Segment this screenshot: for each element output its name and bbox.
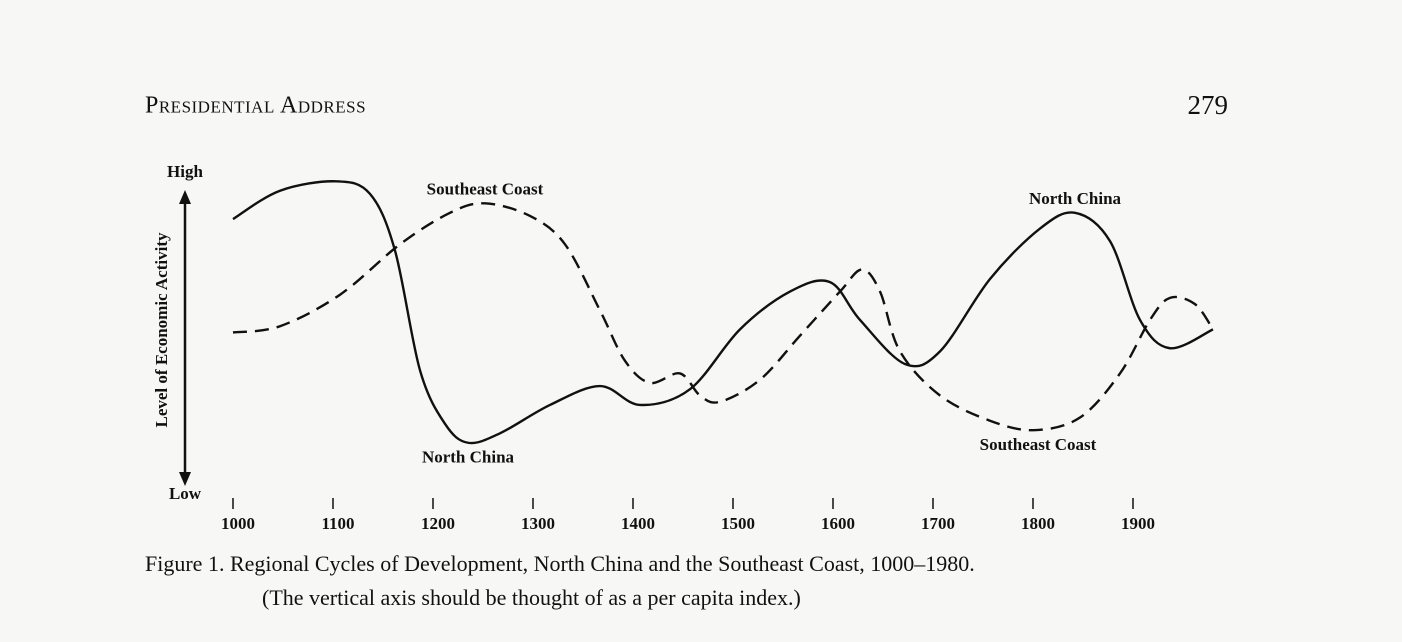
page-number: 279 [1188,90,1229,120]
axis-arrow [179,190,191,486]
series-line [232,202,1214,432]
x-tick-label: 1000 [221,514,255,533]
caption: Figure 1. Regional Cycles of Development… [145,551,975,576]
x-tick-label: 1100 [321,514,354,533]
x-tick-label: 1500 [721,514,755,533]
series-label: North China [422,447,515,466]
series-line [232,180,1214,445]
y-tick-label: High [167,162,203,181]
x-tick-label: 1600 [821,514,855,533]
x-tick-label: 1200 [421,514,455,533]
series-label: Southeast Coast [980,435,1097,454]
x-tick-label: 1900 [1121,514,1155,533]
x-tick-label: 1300 [521,514,555,533]
x-tick-label: 1800 [1021,514,1055,533]
y-axis-label: Level of Economic Activity [152,232,171,427]
y-tick-label: Low [169,484,202,503]
x-tick-label: 1400 [621,514,655,533]
x-tick-label: 1700 [921,514,955,533]
running-head: Presidential Address [145,93,366,119]
series-label: Southeast Coast [427,180,544,199]
series-label: North China [1029,189,1122,208]
caption: (The vertical axis should be thought of … [262,585,801,610]
